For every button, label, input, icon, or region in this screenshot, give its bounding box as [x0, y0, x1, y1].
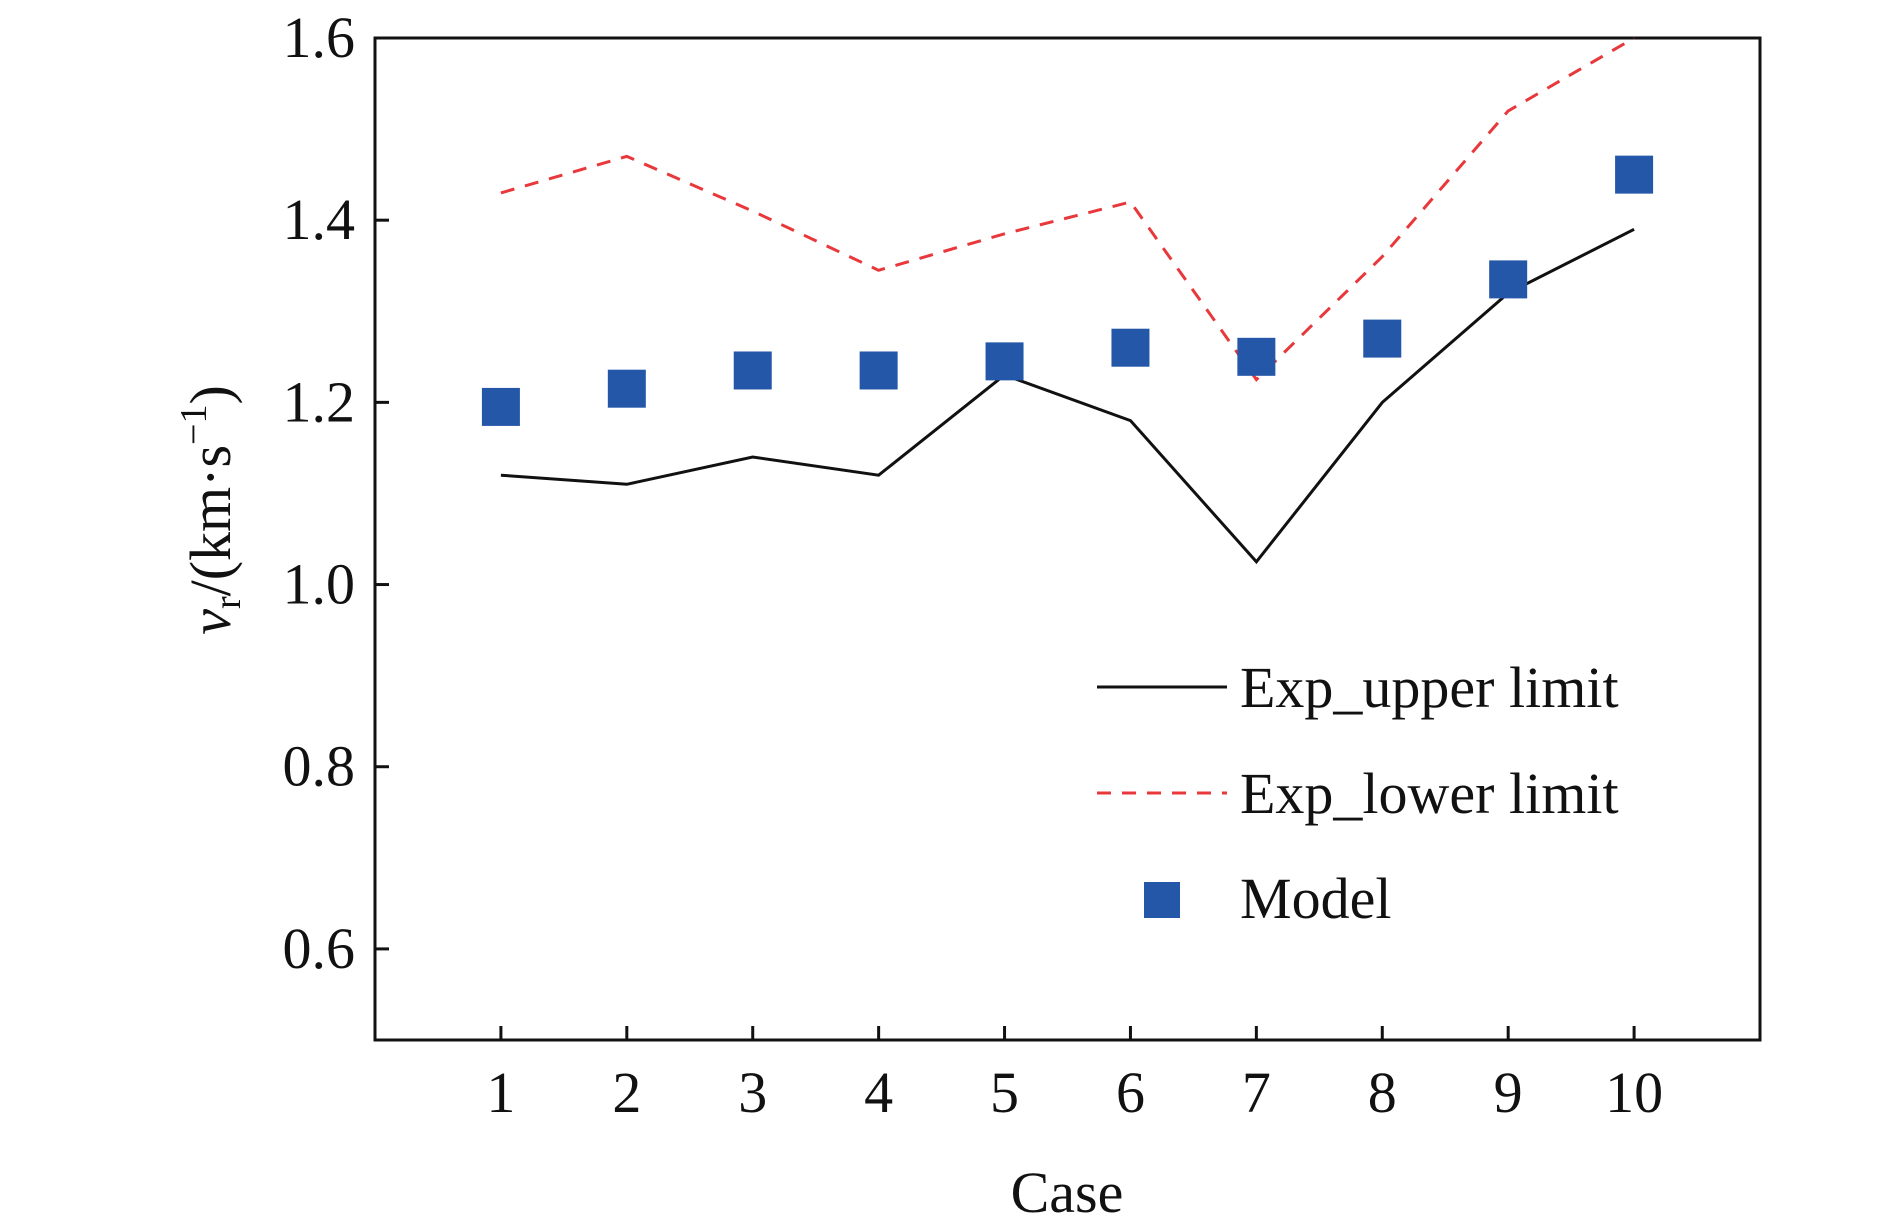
x-tick-label: 7	[1242, 1060, 1271, 1125]
y-tick-label: 1.4	[283, 187, 356, 252]
legend-label-model: Model	[1240, 866, 1391, 931]
upper-limit-line	[500, 227, 1635, 565]
x-tick-label: 3	[738, 1060, 767, 1125]
x-tick-label: 1	[486, 1060, 515, 1125]
y-tick-label: 1.2	[283, 369, 356, 434]
x-axis-title: Case	[1011, 1160, 1124, 1223]
x-tick-label: 6	[1116, 1060, 1145, 1125]
legend-swatch-model	[1144, 882, 1180, 918]
x-tick-label: 5	[990, 1060, 1019, 1125]
model-point	[481, 387, 520, 426]
series-layer	[481, 36, 1654, 565]
y-axis-symbol: v	[178, 609, 243, 635]
model-point	[985, 342, 1024, 381]
model-point	[1615, 155, 1654, 194]
y-tick-label: 0.6	[283, 916, 356, 981]
model-point	[859, 351, 898, 390]
model-point	[1363, 319, 1402, 358]
y-axis-unit-prefix: /(km·s	[178, 445, 243, 596]
x-axis-ticks: 1 2 3 4 5 6 7 8 9 10	[486, 1026, 1663, 1125]
y-axis-unit-suffix: )	[178, 385, 243, 404]
model-point	[1111, 328, 1150, 367]
y-tick-label: 1.6	[283, 5, 356, 70]
y-axis-superscript: −1	[173, 405, 215, 445]
model-point	[1237, 337, 1276, 376]
x-tick-label: 2	[612, 1060, 641, 1125]
x-tick-label: 10	[1605, 1060, 1663, 1125]
model-point	[733, 351, 772, 390]
y-tick-label: 1.0	[283, 552, 356, 617]
lower-limit-line	[500, 36, 1635, 382]
y-tick-label: 0.8	[283, 734, 356, 799]
y-axis-ticks: 0.6 0.8 1.0 1.2 1.4 1.6	[283, 5, 389, 981]
plot-frame	[373, 36, 1762, 1042]
legend-label-upper: Exp_upper limit	[1240, 655, 1619, 720]
x-tick-label: 8	[1368, 1060, 1397, 1125]
legend-label-lower: Exp_lower limit	[1240, 761, 1619, 826]
model-point	[1489, 260, 1528, 299]
y-axis-subscript: r	[207, 596, 249, 609]
legend: Exp_upper limit Exp_lower limit Model	[1097, 655, 1619, 931]
y-axis-title: vr/(km·s−1)	[173, 385, 249, 635]
x-tick-label: 9	[1494, 1060, 1523, 1125]
x-tick-label: 4	[864, 1060, 893, 1125]
model-point	[607, 369, 646, 408]
